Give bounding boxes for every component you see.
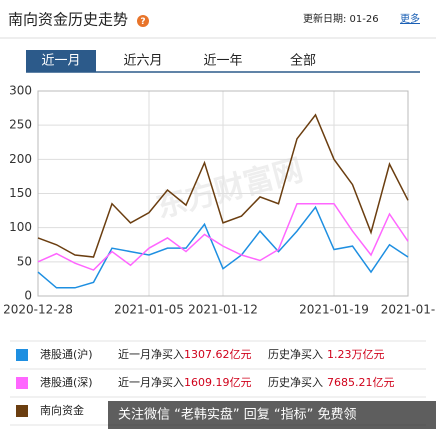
y-tick-label: 50 xyxy=(17,254,32,268)
series-line xyxy=(37,203,409,271)
legend-swatch xyxy=(16,377,28,389)
legend-name: 港股通(深) xyxy=(40,376,93,389)
more-link[interactable]: 更多 xyxy=(400,12,420,25)
total-label: 历史净买入 xyxy=(268,375,323,389)
overlay-bg xyxy=(108,401,436,429)
x-tick-label: 2020-12-28 xyxy=(3,303,73,317)
help-icon-bg xyxy=(137,15,149,27)
tab[interactable]: 近一月 xyxy=(41,54,80,69)
x-tick-label: 2021-01-19 xyxy=(299,303,369,317)
month-label: 近一月净买入 xyxy=(118,347,184,361)
month-value: 1609.19亿元 xyxy=(184,376,252,389)
y-tick-label: 300 xyxy=(9,84,32,98)
series-line xyxy=(37,205,409,289)
tab[interactable]: 近六月 xyxy=(123,54,162,69)
help-icon[interactable]: ? xyxy=(140,17,145,27)
series-line xyxy=(37,113,409,258)
y-tick-label: 100 xyxy=(9,220,32,234)
total-label: 历史净买入 xyxy=(268,347,323,361)
month-value: 1307.62亿元 xyxy=(184,348,252,361)
tab[interactable]: 全部 xyxy=(290,53,316,69)
tab[interactable]: 近一年 xyxy=(203,54,242,69)
title: 南向资金历史走势 xyxy=(8,11,128,29)
month-label: 近一月净买入 xyxy=(118,375,184,389)
y-tick-label: 250 xyxy=(9,118,32,132)
watermark: 东方财富网 xyxy=(153,153,307,226)
y-tick-label: 150 xyxy=(9,186,32,200)
legend-swatch xyxy=(16,405,28,417)
y-tick-label: 200 xyxy=(9,152,32,166)
x-tick-label: 2021-01-05 xyxy=(114,303,184,317)
legend-name: 南向资金 xyxy=(40,403,84,417)
legend-swatch xyxy=(16,349,28,361)
y-tick-label: 0 xyxy=(24,289,32,303)
update-date: 更新日期: 01-26 xyxy=(303,12,379,25)
total-value: 7685.21亿元 xyxy=(327,376,395,389)
total-value: 1.23万亿元 xyxy=(327,348,385,361)
overlay-text: 关注微信 “老韩实盘” 回复 “指标” 免费领 xyxy=(118,407,356,423)
x-tick-label: 2021-01-12 xyxy=(188,303,258,317)
tab-active-bg xyxy=(26,50,96,72)
plot-border xyxy=(37,90,409,297)
legend-name: 港股通(沪) xyxy=(40,347,93,361)
x-tick-label: 2021-01- xyxy=(381,303,435,317)
